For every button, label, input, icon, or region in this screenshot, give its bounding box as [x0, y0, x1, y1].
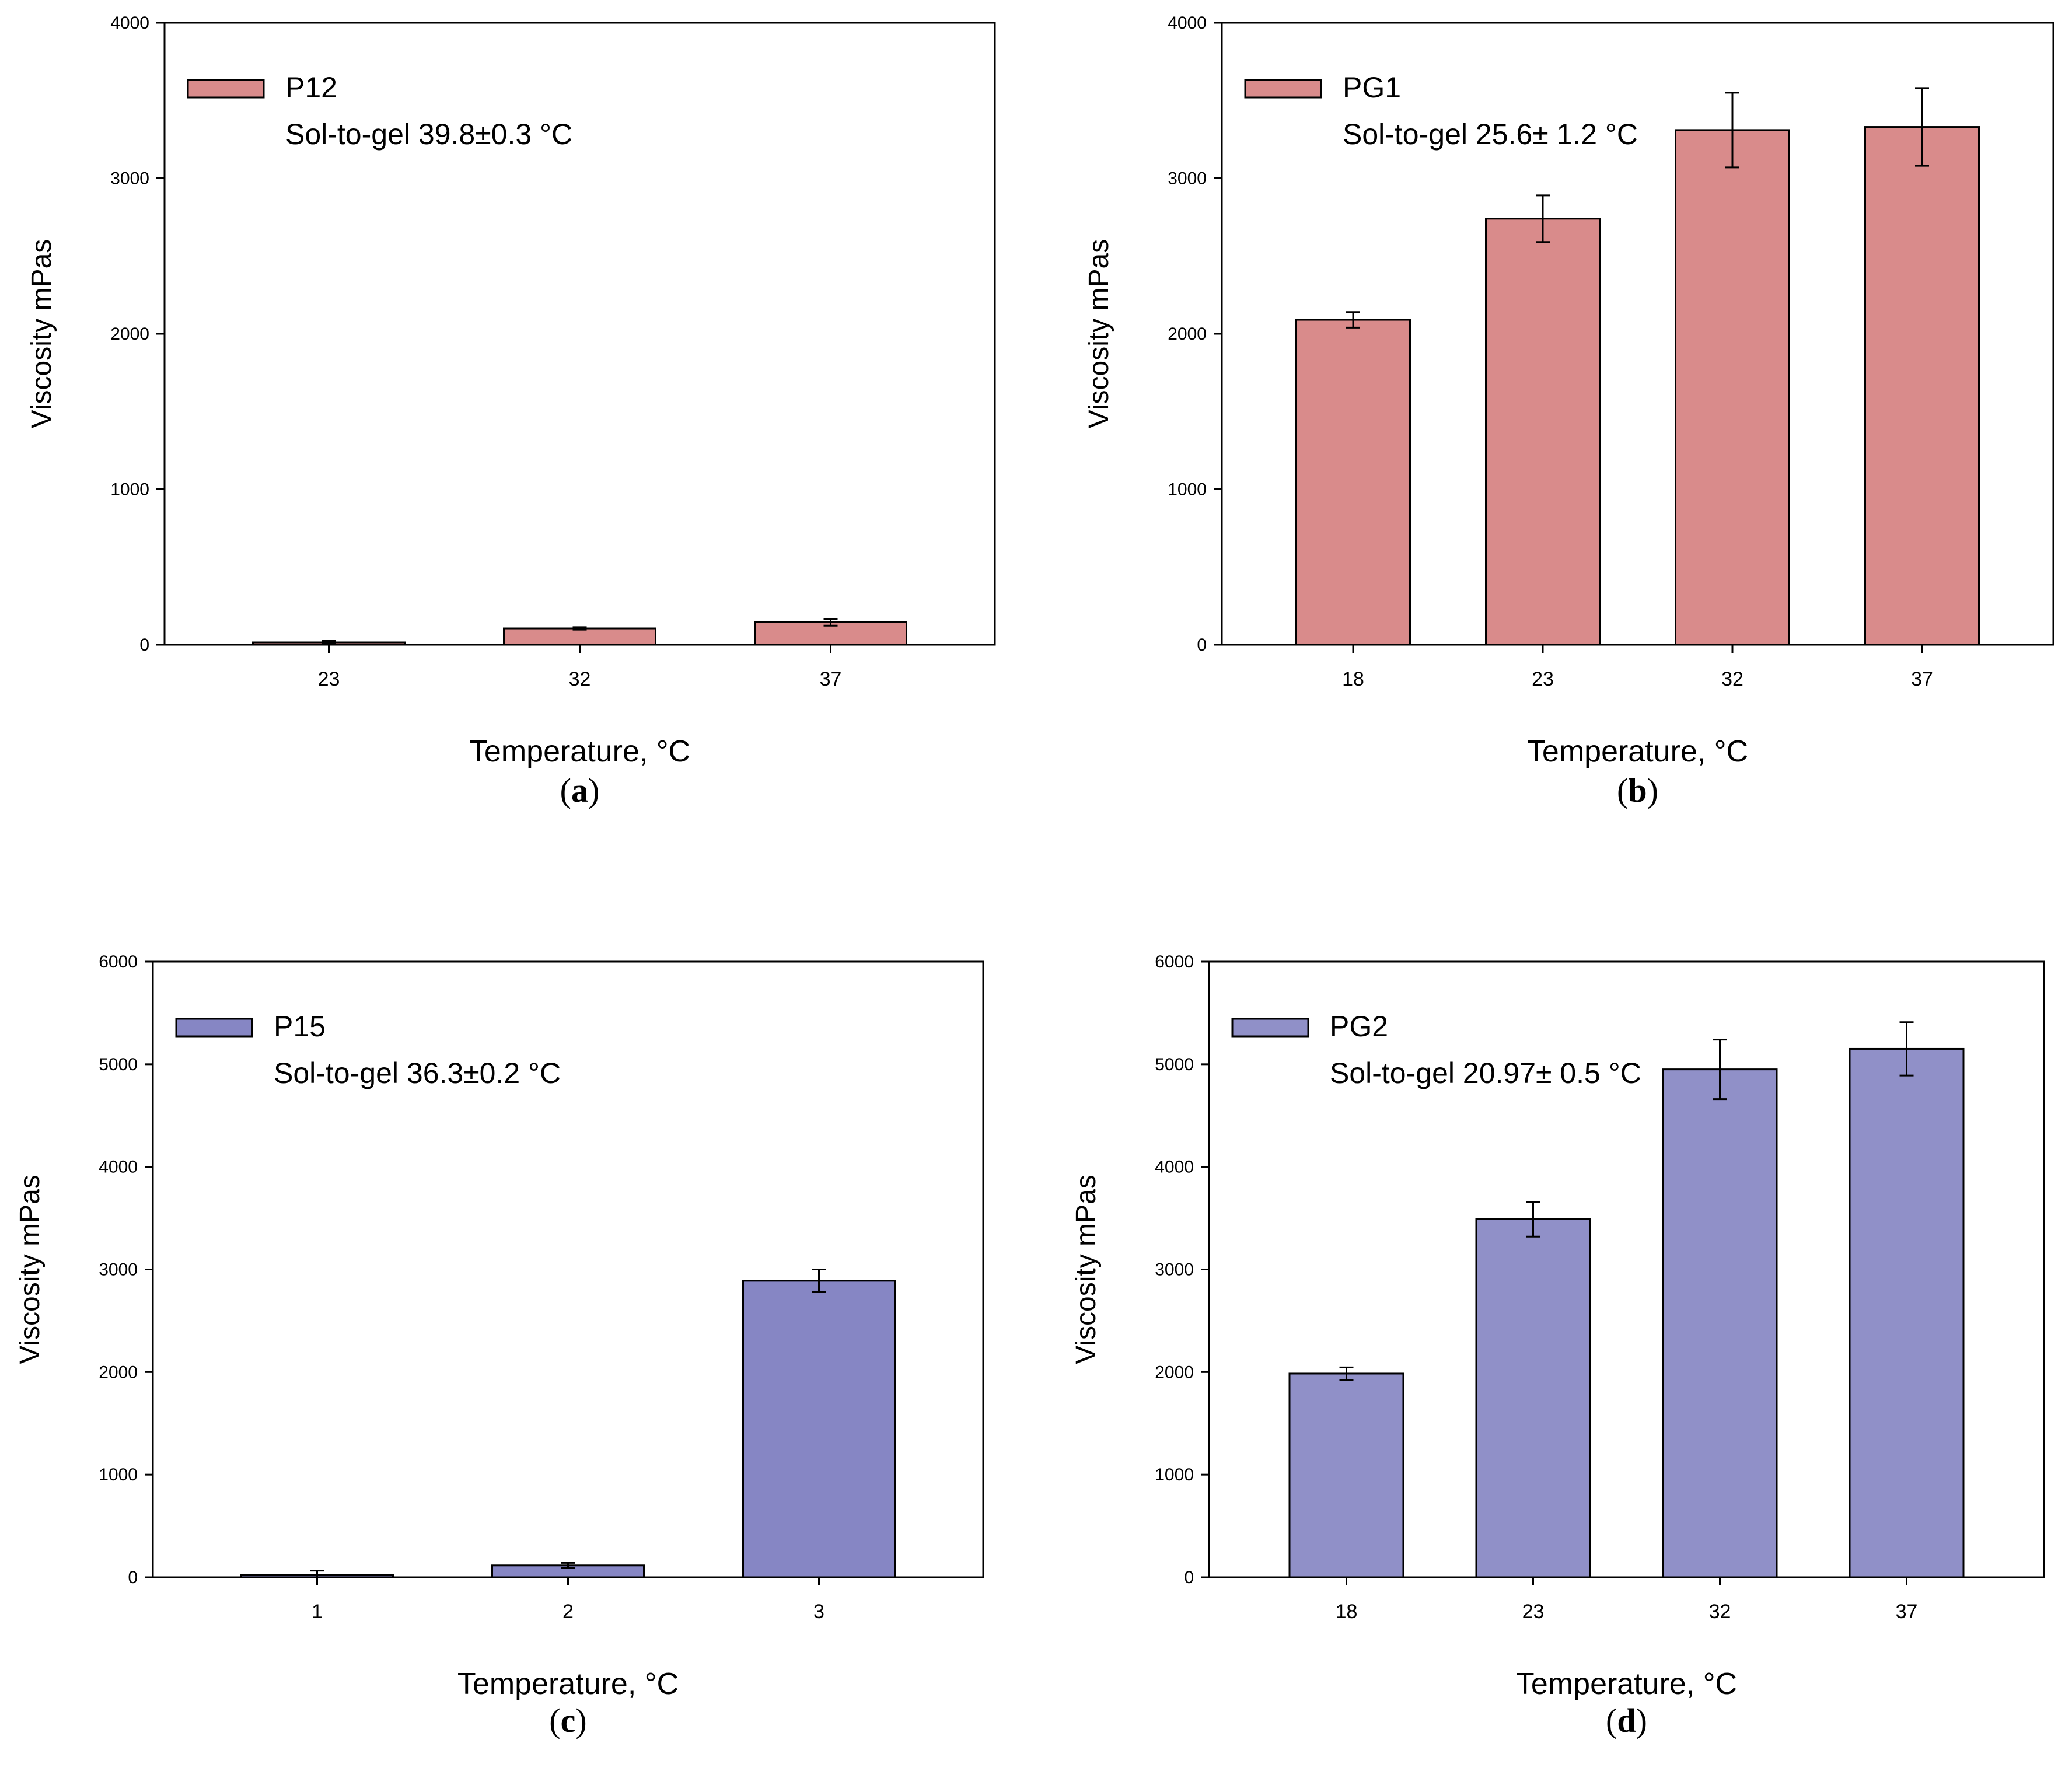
- caption-letter: d: [1617, 1702, 1636, 1739]
- legend-annotation: Sol-to-gel 20.97± 0.5 °C: [1330, 1057, 1641, 1089]
- x-tick-label: 23: [318, 668, 340, 690]
- caption-letter: b: [1628, 771, 1647, 809]
- y-axis-label: Viscosity mPas: [15, 1175, 46, 1364]
- caption-letter: a: [571, 771, 588, 809]
- panel-caption: (b): [1617, 771, 1658, 809]
- chart-panel-b: 0 1000 2000 3000 4000 Viscosity mPas 18 23 32 37 T…: [1084, 13, 2054, 809]
- caption-paren-open: (: [1606, 1702, 1617, 1739]
- x-tick-label: 32: [1709, 1601, 1731, 1623]
- legend-annotation: Sol-to-gel 25.6± 1.2 °C: [1343, 118, 1638, 151]
- y-tick-label: 0: [128, 1568, 138, 1587]
- bar-37: [1864, 126, 1980, 646]
- x-tick-label: 18: [1336, 1601, 1358, 1623]
- x-axis-label: Temperature, °C: [1516, 1667, 1737, 1701]
- panel-caption: (d): [1606, 1702, 1647, 1739]
- legend-swatch: [175, 1018, 253, 1038]
- legend-label: P15: [274, 1010, 326, 1043]
- y-tick-label: 3000: [1155, 1260, 1194, 1280]
- y-tick-label: 2000: [99, 1363, 138, 1382]
- panel-caption: (c): [549, 1702, 586, 1739]
- bar-32: [1662, 1068, 1778, 1578]
- bar-37: [1849, 1047, 1965, 1578]
- bar-32: [503, 627, 656, 646]
- x-tick-label: 1: [312, 1601, 323, 1623]
- bar-23: [1485, 218, 1601, 646]
- bar-18: [1288, 1372, 1404, 1578]
- x-tick-label: 3: [813, 1601, 824, 1623]
- bar-23: [1475, 1218, 1591, 1578]
- chart-panel-a: 0 1000 2000 3000 4000 Viscosity mPas 23 32 37 Tem…: [26, 13, 996, 809]
- caption-letter: c: [561, 1702, 576, 1739]
- x-tick-label: 32: [1721, 668, 1743, 690]
- chart-panel-c: 0 1000 2000 3000 4000 5000 6000 Viscosity mPas 1…: [15, 952, 984, 1739]
- caption-paren-close: ): [575, 1702, 586, 1739]
- caption-paren-close: ): [1647, 771, 1658, 809]
- x-tick-label: 37: [1896, 1601, 1918, 1623]
- x-tick-label: 2: [562, 1601, 574, 1623]
- x-tick-label: 23: [1532, 668, 1554, 690]
- caption-paren-close: ): [1636, 1702, 1647, 1739]
- legend-label: PG1: [1343, 71, 1401, 104]
- y-tick-label: 0: [1197, 635, 1207, 655]
- y-tick-label: 3000: [1168, 169, 1207, 188]
- caption-paren-open: (: [1617, 771, 1628, 809]
- chart-panel-d: 0 1000 2000 3000 4000 5000 6000 Viscosity mPas 1…: [1071, 952, 2045, 1739]
- y-tick-label: 6000: [1155, 952, 1194, 972]
- legend-swatch: [187, 79, 265, 99]
- legend-annotation: Sol-to-gel 39.8±0.3 °C: [285, 118, 572, 151]
- y-axis-label: Viscosity mPas: [1084, 239, 1114, 429]
- y-tick-label: 3000: [99, 1260, 138, 1280]
- x-axis-label: Temperature, °C: [469, 735, 690, 769]
- y-tick-label: 0: [139, 635, 149, 655]
- y-tick-label: 2000: [1155, 1363, 1194, 1382]
- x-axis-label: Temperature, °C: [457, 1667, 679, 1701]
- legend-label: P12: [285, 71, 337, 104]
- legend-swatch: [1231, 1018, 1309, 1038]
- y-tick-label: 4000: [110, 13, 149, 33]
- y-tick-label: 5000: [99, 1055, 138, 1074]
- y-tick-label: 5000: [1155, 1055, 1194, 1074]
- y-tick-label: 6000: [99, 952, 138, 972]
- x-tick-label: 37: [820, 668, 842, 690]
- y-axis-label: Viscosity mPas: [1071, 1175, 1102, 1364]
- y-tick-label: 2000: [110, 324, 149, 344]
- y-tick-label: 1000: [1168, 480, 1207, 499]
- caption-paren-open: (: [549, 1702, 560, 1739]
- bar-32: [1675, 129, 1790, 646]
- y-axis-label: Viscosity mPas: [26, 239, 57, 429]
- x-tick-label: 37: [1911, 668, 1933, 690]
- legend-annotation: Sol-to-gel 36.3±0.2 °C: [274, 1057, 561, 1089]
- y-tick-label: 4000: [1155, 1158, 1194, 1177]
- panel-caption: (a): [560, 771, 600, 809]
- y-tick-label: 4000: [1168, 13, 1207, 33]
- caption-paren-open: (: [560, 771, 571, 809]
- y-tick-label: 1000: [1155, 1465, 1194, 1484]
- legend-label: PG2: [1330, 1010, 1388, 1043]
- caption-paren-close: ): [588, 771, 599, 809]
- y-tick-label: 4000: [99, 1158, 138, 1177]
- bar-3: [742, 1280, 896, 1578]
- x-tick-label: 18: [1342, 668, 1364, 690]
- x-tick-label: 23: [1522, 1601, 1545, 1623]
- x-axis-label: Temperature, °C: [1527, 735, 1748, 769]
- y-tick-label: 1000: [110, 480, 149, 499]
- y-tick-label: 2000: [1168, 324, 1207, 344]
- bar-18: [1295, 319, 1411, 646]
- x-tick-label: 32: [569, 668, 591, 690]
- y-tick-label: 3000: [110, 169, 149, 188]
- legend-swatch: [1244, 79, 1322, 99]
- y-tick-label: 0: [1184, 1568, 1194, 1587]
- y-tick-label: 1000: [99, 1465, 138, 1484]
